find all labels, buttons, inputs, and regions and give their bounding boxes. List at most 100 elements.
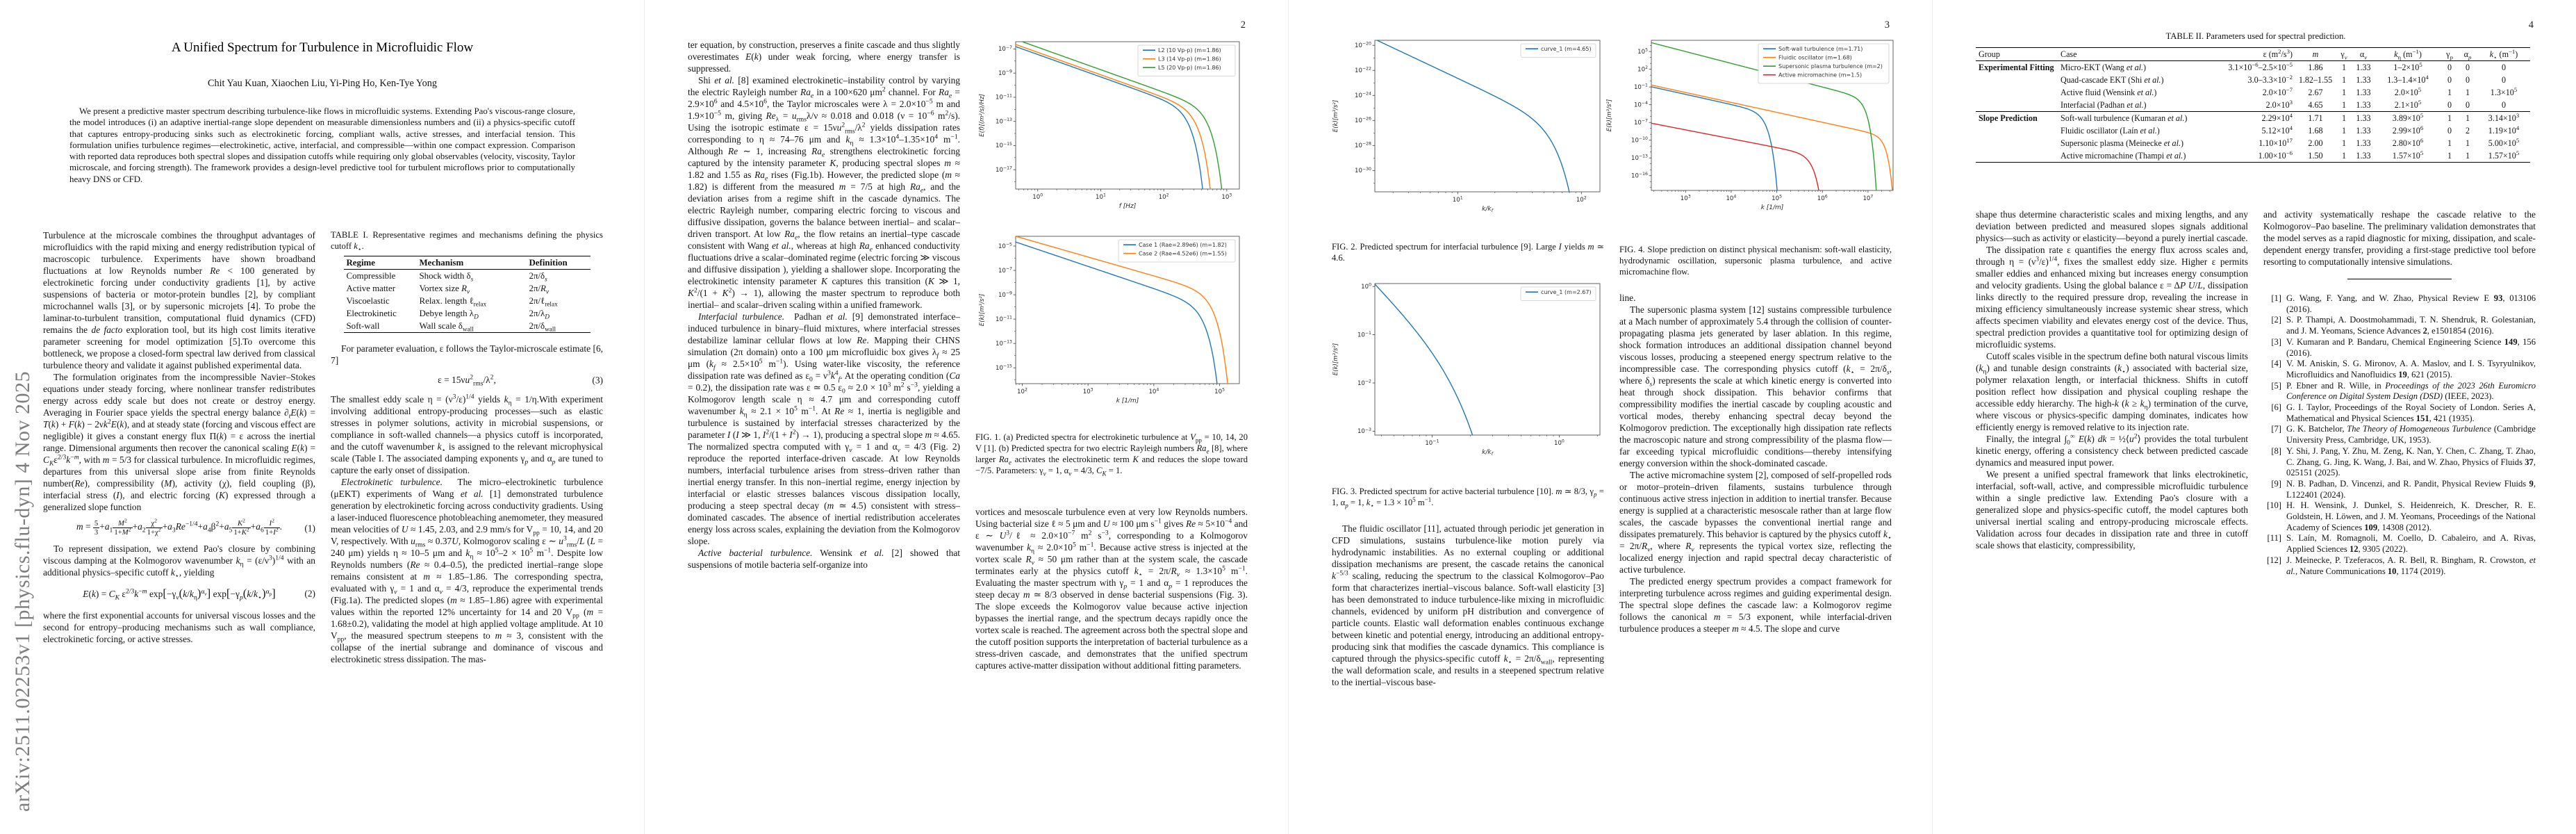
page2-right-column: vortices and mesoscale turbulence even a… (975, 506, 1248, 671)
figure-3-caption: FIG. 3. Predicted spectrum for active ba… (1332, 486, 1604, 509)
series-curve (1016, 241, 1218, 384)
paragraph: The formulation originates from the inco… (43, 372, 316, 512)
axis-tick-label: 10−20 (1355, 42, 1371, 49)
table-cell: Wall scale δwall (416, 320, 527, 333)
axis-tick-label: 10−28 (1355, 142, 1371, 149)
axis-tick-label: 10−1 (1425, 439, 1439, 447)
paragraph: where the first exponential accounts for… (43, 610, 315, 644)
legend-label: L5 (20 Vp-p) (m=1.86) (1158, 65, 1221, 71)
axis-tick-label: 10−15 (996, 142, 1012, 149)
axis-tick-label: 101 (1096, 193, 1106, 201)
page4-left-column: shape thus determine characteristic scal… (1976, 208, 2248, 551)
table-cell: 0 (2465, 99, 2470, 110)
paper-title: A Unified Spectrum for Turbulence in Mic… (171, 40, 474, 55)
table-cell (1976, 124, 2058, 137)
paragraph: Interfacial turbulence. Padhan et al. [9… (688, 311, 961, 546)
table-cell: 1–2×105 (2393, 60, 2422, 72)
series-curve (1021, 42, 1223, 189)
axis-tick-label: 10−7 (998, 45, 1012, 53)
table-cell: 1.33 (2356, 87, 2371, 97)
column-header: k⋆ (m−1) (2477, 47, 2530, 61)
table-cell: Interfacial (Padhan et al.) (2061, 99, 2147, 110)
table-cell: 1.68 (2308, 125, 2323, 136)
table-header-row: Regime Mechanism Definition (343, 256, 591, 270)
table-cell: Electrokinetic (346, 308, 397, 318)
page2-left-column: ter equation, by construction, preserves… (688, 39, 960, 571)
table-cell: Compressible (346, 270, 396, 281)
y-axis-label: E(f)[(m²/s)/Hz] (979, 94, 986, 137)
table-cell: 1.10×1017 (2259, 137, 2293, 148)
x-axis-label: k/kf (1482, 206, 1494, 213)
table-cell: 2 (2465, 125, 2470, 136)
axis-tick-label: 100 (1554, 439, 1564, 447)
table-header-row: Group Case ε (m2/s3) m γv αv kη (m−1) γp αp k⋆ (m… (1976, 47, 2530, 61)
plot-frame (1015, 41, 1240, 190)
table-cell: Viscoelastic (346, 295, 390, 306)
table-cell: 1 (2341, 74, 2347, 85)
axis-tick-label: 10−2 (1357, 379, 1371, 386)
table-cell: 5.12×104 (2261, 124, 2293, 136)
legend-label: Active micromachine (m=1.5) (1778, 72, 1862, 79)
axes: 100 101 102 103 10−7 10−9 10−11 10−13 10−15 10−17 (996, 45, 1232, 201)
axis-tick-label: 10−13 (1631, 154, 1648, 162)
paragraph: ter equation, by construction, preserves… (688, 40, 960, 74)
legend-label: Soft-wall turbulence (m=1.71) (1778, 46, 1863, 52)
table-cell: 1 (2341, 87, 2347, 97)
reference-12: [12] J. Meinecke, P. Tzeferacos, A. R. Be… (2267, 555, 2536, 576)
axis-tick-label: 10−22 (1355, 67, 1371, 74)
table-cell: Active matter (346, 283, 396, 293)
equation-2: E(k) = CK ε2/3k−m exp[−γv(k/kη)αv] exp[−… (83, 587, 315, 602)
column-header: Mechanism (416, 256, 527, 270)
series-curve (1651, 122, 1819, 190)
table-1: Regime Mechanism Definition Compressible Sho… (331, 256, 603, 333)
table-cell: 2.0×10−7 (2262, 86, 2293, 97)
page1-left-column: Turbulence at the microscale combines th… (43, 229, 315, 645)
axis-tick-label: 10−17 (996, 166, 1012, 174)
table-row: Soft-wall Wall scale δwall 2π/δwall (343, 320, 591, 333)
x-axis-label: k [1/m] (1761, 204, 1784, 211)
paragraph: The smallest eddy scale η = (ν3/ε)1/4 yi… (331, 393, 604, 476)
axis-tick-label: 10−13 (996, 340, 1012, 348)
series-curve (1376, 40, 1570, 192)
series-curve (1016, 46, 1203, 189)
axis-tick-label: 10−9 (998, 70, 1012, 77)
table-cell: 1.33 (2356, 62, 2371, 72)
axis-tick-label: 105 (1214, 388, 1225, 395)
reference-10: [10] H. H. Wensink, J. Dunkel, S. Heidenr… (2267, 500, 2536, 532)
table-row: Electrokinetic Debye length λD 2π/λD (344, 307, 591, 320)
y-axis-label: E(k)[m³/s²] (1606, 99, 1613, 131)
table-cell: 1.19×104 (2488, 124, 2520, 136)
table-cell: 1.33 (2356, 125, 2371, 136)
y-axis-label: E(k)[m³/s²] (979, 294, 986, 326)
legend: Case 1 (Rae=2.89e6) (m=1.82) Case 2 (Rae=… (1118, 239, 1236, 263)
table-row: Active matter Vortex size Rv 2π/Rv (344, 282, 591, 295)
table-cell: 3.1×10−6–2.5×10−5 (2228, 60, 2293, 72)
equation-3: ε = 15νu2rms/λ2, (3) (438, 373, 603, 388)
table-cell: 1 (2341, 125, 2347, 136)
figure-1-caption: FIG. 1. (a) Predicted spectra for electr… (975, 432, 1248, 477)
plot-frame (1374, 40, 1601, 193)
fig-3-plot: 10−1 100 100 10−1 10−2 10−3 k/kf E(k)[m³/s²] cur… (1332, 283, 1601, 457)
axes: 10−1 100 100 10−1 10−2 10−3 (1357, 283, 1598, 447)
axis-tick-label: 104 (1148, 388, 1159, 395)
axis-tick-label: 10−1 (1634, 83, 1648, 91)
table-cell: 2π/Rv (529, 283, 550, 295)
table-cell: 2.29×104 (2212, 111, 2295, 124)
table-cell: Slope Prediction (1976, 111, 2058, 124)
axis-tick-label: 10−9 (998, 291, 1012, 298)
axis-tick-label: 10−13 (996, 117, 1012, 125)
paragraph: To represent dissipation, we extend Pao'… (43, 543, 315, 580)
axis-tick-label: 101 (1453, 196, 1463, 204)
figure-3: 10−1 100 100 10−1 10−2 10−3 k/kf E(k)[m³/s²] cur… (1329, 277, 1607, 482)
table-2: Group Case ε (m2/s3) m γv αv kη (m−1) γp αp k⋆ (m… (1976, 47, 2530, 163)
paragraph: shape thus determine characteristic scal… (1976, 209, 2248, 243)
equation-number: (1) (304, 522, 315, 533)
column-header: γv (2336, 47, 2352, 61)
page-2: 2 ter equation, by construction, preserv… (644, 0, 1289, 834)
figure-2: 101 102 10−20 10−22 10−24 10−26 10−28 10−30 k/kf… (1329, 33, 1607, 238)
page-3: 3 101 102 10−20 10−22 10−24 10−26 10−28 10−30 k/… (1288, 0, 1933, 834)
axis-tick-label: 102 (1017, 388, 1027, 395)
column-header: Case (2058, 47, 2212, 61)
reference-7: [7] G. K. Batchelor, The Theory of Homoge… (2271, 424, 2536, 445)
table-cell: 2π/ℓrelax (529, 295, 558, 308)
